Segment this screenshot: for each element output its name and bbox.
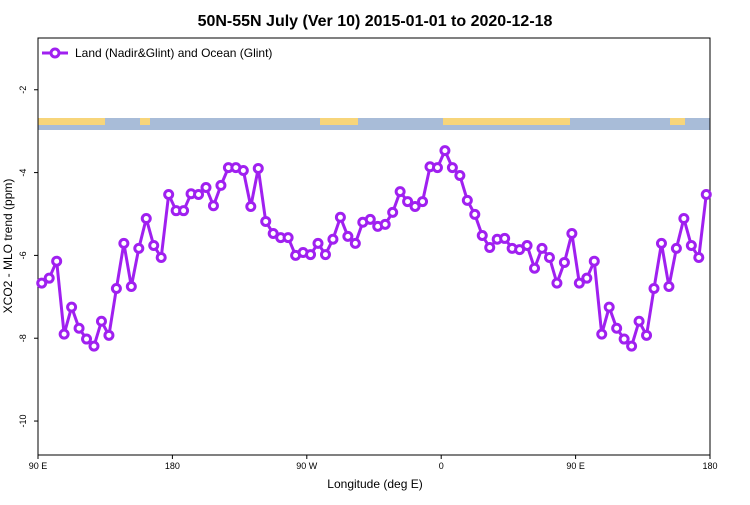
data-point bbox=[327, 233, 339, 245]
data-point bbox=[596, 328, 608, 340]
data-point bbox=[551, 277, 563, 289]
x-tick-label: 180 bbox=[165, 461, 180, 471]
data-point bbox=[402, 196, 414, 208]
y-tick-label: -6 bbox=[18, 251, 28, 259]
y-tick-label: -10 bbox=[18, 415, 28, 428]
data-point bbox=[611, 322, 623, 334]
data-point bbox=[88, 340, 100, 352]
data-point bbox=[118, 237, 130, 249]
data-point bbox=[394, 186, 406, 198]
data-point bbox=[573, 277, 585, 289]
data-point bbox=[282, 232, 294, 244]
x-tick-label: 90 E bbox=[29, 461, 48, 471]
data-point bbox=[558, 256, 570, 268]
data-point bbox=[603, 301, 615, 313]
data-point bbox=[334, 211, 346, 223]
data-point bbox=[626, 340, 638, 352]
data-point bbox=[43, 272, 55, 284]
data-point bbox=[431, 162, 443, 174]
y-axis-label: XCO2 - MLO trend (ppm) bbox=[1, 179, 15, 314]
data-point bbox=[200, 181, 212, 193]
legend-label: Land (Nadir&Glint) and Ocean (Glint) bbox=[75, 46, 272, 60]
data-point bbox=[349, 237, 361, 249]
data-point bbox=[641, 329, 653, 341]
map-strip bbox=[38, 118, 710, 130]
data-point bbox=[409, 201, 421, 213]
data-point bbox=[103, 329, 115, 341]
data-point bbox=[469, 208, 481, 220]
data-point bbox=[58, 328, 70, 340]
x-tick-label: 90 W bbox=[296, 461, 318, 471]
data-point bbox=[439, 145, 451, 157]
data-point bbox=[678, 213, 690, 225]
legend-marker bbox=[49, 47, 61, 59]
data-point bbox=[125, 280, 137, 292]
data-point bbox=[633, 315, 645, 327]
data-point bbox=[155, 251, 167, 263]
data-point bbox=[133, 242, 145, 254]
plot-frame bbox=[37, 37, 711, 456]
data-point bbox=[417, 196, 429, 208]
data-point bbox=[700, 189, 712, 201]
data-point bbox=[364, 213, 376, 225]
data-point bbox=[252, 162, 264, 174]
data-point bbox=[543, 251, 555, 263]
data-point bbox=[521, 239, 533, 251]
data-point bbox=[529, 262, 541, 274]
data-point bbox=[312, 237, 324, 249]
y-tick-label: -2 bbox=[18, 86, 28, 94]
x-tick-label: 180 bbox=[702, 461, 717, 471]
data-point bbox=[342, 230, 354, 242]
data-point bbox=[319, 249, 331, 261]
data-point bbox=[379, 218, 391, 230]
data-point bbox=[461, 194, 473, 206]
data-point bbox=[110, 283, 122, 295]
data-point bbox=[51, 255, 63, 267]
data-point bbox=[215, 179, 227, 191]
data-point bbox=[237, 165, 249, 177]
legend: Land (Nadir&Glint) and Ocean (Glint) bbox=[42, 46, 272, 60]
data-point bbox=[305, 249, 317, 261]
data-point bbox=[73, 322, 85, 334]
data-point bbox=[655, 237, 667, 249]
y-tick-label: -4 bbox=[18, 169, 28, 177]
y-tick-label: -8 bbox=[18, 334, 28, 342]
data-point bbox=[693, 251, 705, 263]
data-point bbox=[207, 200, 219, 212]
data-point bbox=[588, 255, 600, 267]
data-point bbox=[476, 230, 488, 242]
data-point bbox=[536, 242, 548, 254]
data-point bbox=[148, 239, 160, 251]
data-point bbox=[446, 162, 458, 174]
data-point bbox=[193, 189, 205, 201]
data-point bbox=[499, 232, 511, 244]
data-point bbox=[648, 283, 660, 295]
data-point bbox=[36, 277, 48, 289]
data-point bbox=[454, 169, 466, 181]
data-point bbox=[95, 315, 107, 327]
x-tick-label: 0 bbox=[439, 461, 444, 471]
data-point bbox=[140, 213, 152, 225]
data-point bbox=[163, 189, 175, 201]
data-point bbox=[670, 242, 682, 254]
data-point bbox=[566, 227, 578, 239]
chart-title: 50N-55N July (Ver 10) 2015-01-01 to 2020… bbox=[198, 13, 553, 30]
x-axis-label: Longitude (deg E) bbox=[327, 477, 422, 491]
x-tick-label: 90 E bbox=[566, 461, 585, 471]
data-point bbox=[484, 242, 496, 254]
data-point bbox=[260, 215, 272, 227]
data-point bbox=[245, 201, 257, 213]
data-point bbox=[81, 333, 93, 345]
data-point bbox=[387, 206, 399, 218]
data-point bbox=[178, 205, 190, 217]
data-point bbox=[685, 239, 697, 251]
data-point bbox=[663, 280, 675, 292]
data-point bbox=[66, 301, 78, 313]
data-point bbox=[618, 333, 630, 345]
data-point bbox=[581, 272, 593, 284]
